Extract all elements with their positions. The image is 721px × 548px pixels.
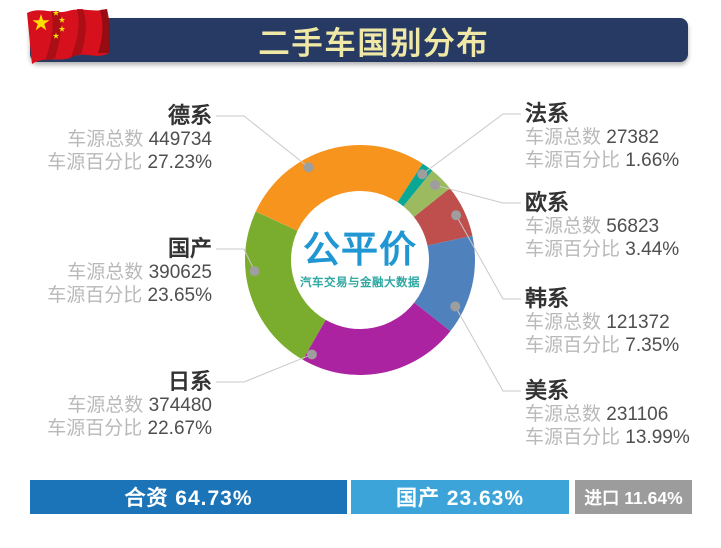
leader-line-2 [434,184,521,204]
row-key: 车源总数 [525,216,602,237]
slice-count-row: 车源总数 374480 [47,394,212,417]
row-value: 121372 [601,312,670,333]
slice-count-row: 车源总数 449734 [47,128,212,151]
leader-dot-6 [249,266,260,277]
row-key: 车源百分比 [47,152,143,173]
row-value: 56823 [601,216,660,237]
page-title: 二手车国别分布 [258,25,490,61]
row-value: 27.23% [142,152,212,173]
slice-label-5: 日系 车源总数 374480 车源百分比 22.67% [47,369,212,440]
row-key: 车源总数 [67,262,144,283]
donut-slice-5 [302,302,451,375]
slice-percent-row: 车源百分比 13.99% [525,426,690,449]
slice-percent-row: 车源百分比 7.35% [525,334,679,357]
row-value: 13.99% [620,427,690,448]
slice-label-2: 欧系 车源总数 56823 车源百分比 3.44% [525,190,679,261]
brand-tagline: 汽车交易与金融大数据 [300,277,420,289]
slice-percent-row: 车源百分比 22.67% [47,417,212,440]
leader-line-1 [422,113,521,175]
slice-label-0: 德系 车源总数 449734 车源百分比 27.23% [47,103,212,174]
slice-label-6: 国产 车源总数 390625 车源百分比 23.65% [47,236,212,307]
slice-percent-row: 车源百分比 23.65% [47,284,212,307]
slice-label-4: 美系 车源总数 231106 车源百分比 13.99% [525,378,690,449]
slice-title: 德系 [167,103,212,128]
leader-line-5 [216,353,313,383]
donut-slice-0 [255,145,423,231]
row-value: 231106 [601,404,669,425]
header-bar: 二手车国别分布 [30,18,688,62]
leader-line-6 [216,248,256,272]
leader-dot-4 [450,301,461,312]
slice-title: 美系 [525,378,570,403]
leader-line-0 [216,115,309,168]
row-key: 车源百分比 [525,150,621,171]
row-key: 车源总数 [525,404,602,425]
row-value: 374480 [143,395,212,416]
slice-label-3: 韩系 车源总数 121372 车源百分比 7.35% [525,286,679,357]
brand-logo: 公平价 汽车交易与金融大数据 [270,230,450,290]
brand-name: 公平价 [303,229,417,270]
footer-segment-2: 进口 11.64% [575,480,692,514]
slice-count-row: 车源总数 27382 [525,126,679,149]
row-value: 7.35% [620,335,680,356]
leader-dot-2 [429,180,440,191]
slice-count-row: 车源总数 231106 [525,403,690,426]
slice-percent-row: 车源百分比 27.23% [47,151,212,174]
row-key: 车源百分比 [47,418,143,439]
slice-title: 日系 [167,369,212,394]
slice-count-row: 车源总数 121372 [525,311,679,334]
slice-percent-row: 车源百分比 3.44% [525,238,679,261]
row-value: 390625 [143,262,212,283]
row-key: 车源总数 [67,129,144,150]
leader-dot-1 [417,169,428,180]
row-key: 车源百分比 [525,335,621,356]
row-key: 车源总数 [525,127,602,148]
row-key: 车源百分比 [47,285,143,306]
row-value: 449734 [143,129,212,150]
row-key: 车源百分比 [525,239,621,260]
footer-segment-0: 合资 64.73% [30,480,347,514]
slice-count-row: 车源总数 56823 [525,215,679,238]
slice-label-1: 法系 车源总数 27382 车源百分比 1.66% [525,101,679,172]
row-value: 3.44% [620,239,680,260]
row-key: 车源总数 [525,312,602,333]
china-flag-icon [27,9,111,64]
slice-percent-row: 车源百分比 1.66% [525,149,679,172]
slice-count-row: 车源总数 390625 [47,261,212,284]
slice-title: 韩系 [525,286,570,311]
row-value: 23.65% [142,285,212,306]
row-value: 27382 [601,127,660,148]
donut-slice-3 [413,188,473,246]
leader-line-4 [454,306,521,392]
slice-title: 欧系 [525,190,570,215]
row-key: 车源总数 [67,395,144,416]
row-value: 22.67% [142,418,212,439]
leader-dot-3 [451,210,462,221]
leader-dot-0 [303,162,314,173]
slice-title: 法系 [525,101,570,126]
footer-segment-1: 国产 23.63% [351,480,569,514]
leader-line-3 [455,214,521,300]
leader-dot-5 [306,349,317,360]
row-key: 车源百分比 [525,427,621,448]
row-value: 1.66% [620,150,680,171]
donut-slice-6 [245,211,326,360]
slice-title: 国产 [167,236,212,261]
